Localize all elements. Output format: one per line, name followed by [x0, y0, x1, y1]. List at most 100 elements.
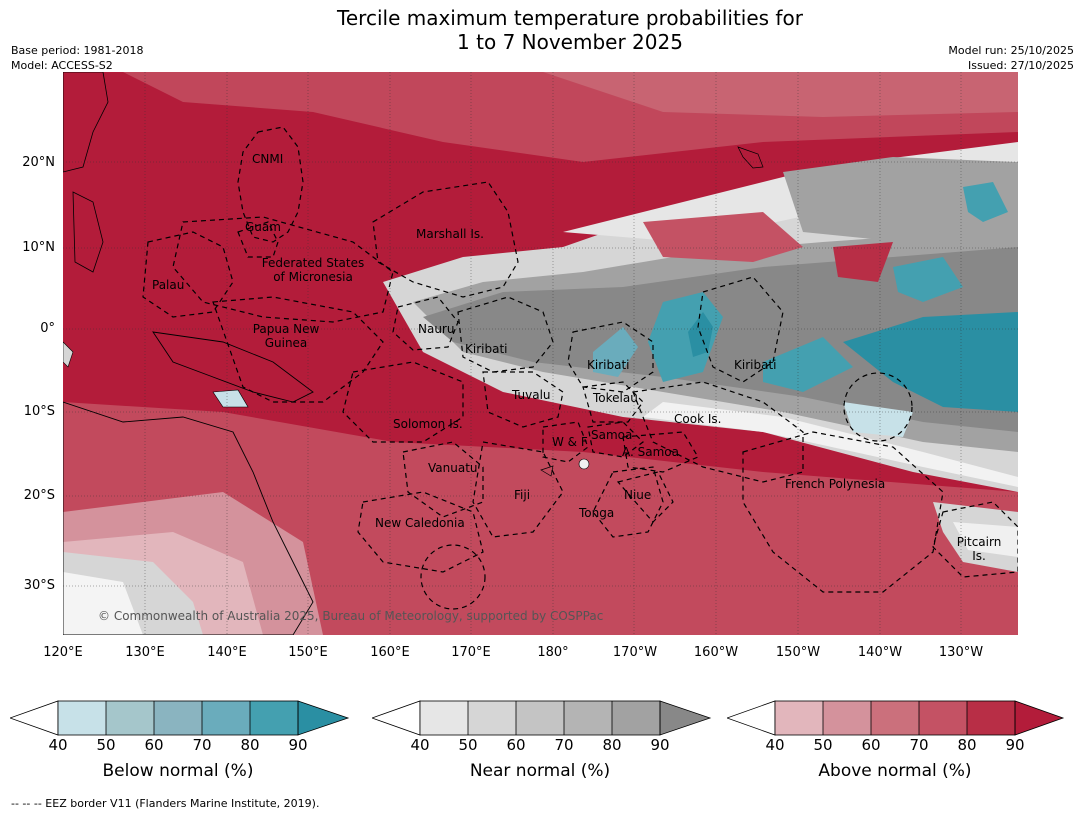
- label-marshall: Marshall Is.: [416, 227, 484, 241]
- label-fiji: Fiji: [514, 488, 531, 502]
- cbar-above-tick-50: 50: [813, 736, 833, 754]
- cbar-below-swatch-1: [106, 701, 154, 735]
- eez-kiribati-west: [457, 296, 554, 373]
- cbar-near-swatch-5: [660, 701, 710, 735]
- eez-asamoa: [622, 431, 699, 473]
- philippines-outline: [72, 191, 104, 273]
- png-blue-patch: [212, 389, 249, 408]
- model-name: Model: ACCESS-S2: [11, 59, 113, 72]
- near-normal-dark: [423, 247, 1018, 432]
- eez-niue: [616, 471, 674, 523]
- lat-label-10s: 10°S: [23, 404, 55, 419]
- lat-label-20s: 20°S: [23, 488, 55, 503]
- eez-vanuatu: [402, 441, 484, 518]
- meta-right: Model run: 25/10/2025 Issued: 27/10/2025: [948, 43, 1074, 73]
- meta-left: Base period: 1981-2018 Model: ACCESS-S2: [11, 43, 143, 73]
- label-kiribati-central: Kiribati: [587, 358, 630, 372]
- colorbar-above-label: Above normal (%): [818, 761, 972, 781]
- eez-nauru: [392, 296, 459, 351]
- white-boundary-strip: [643, 402, 1018, 487]
- cbar-near-tick-60: 60: [506, 736, 526, 754]
- cbar-below-tick-70: 70: [192, 736, 212, 754]
- label-samoa: Samoa: [591, 428, 633, 442]
- cbar-near-tick-80: 80: [602, 736, 622, 754]
- label-tokelau: Tokelau: [593, 391, 638, 405]
- cbar-near-tick-70: 70: [554, 736, 574, 754]
- lat-label-20n: 20°N: [22, 155, 55, 170]
- label-png: Papua New Guinea: [252, 322, 320, 350]
- cbar-below-tick-50: 50: [96, 736, 116, 754]
- borneo-patch: [63, 341, 74, 368]
- eez-samoa: [587, 421, 644, 458]
- lon-label-160e: 160°E: [370, 645, 410, 660]
- cbar-near-tick-40: 40: [410, 736, 430, 754]
- cbar-below-tick-90: 90: [288, 736, 308, 754]
- label-niue: Niue: [624, 488, 652, 502]
- lat-label-0: 0°: [40, 321, 55, 336]
- lat-label-10n: 10°N: [22, 240, 55, 255]
- chart-title: Tercile maximum temperature probabilitie…: [270, 6, 870, 54]
- hawaii-islands: [737, 146, 764, 169]
- australia-outline: [63, 401, 314, 635]
- label-kiribati-west: Kiribati: [465, 342, 508, 356]
- cbar-below-swatch-4: [250, 701, 298, 735]
- colorbar-below-svg: [10, 700, 350, 736]
- eez-cnmi: [237, 126, 304, 243]
- cbar-above-tick-80: 80: [957, 736, 977, 754]
- cbar-near-tick-90: 90: [650, 736, 670, 754]
- cbar-below-swatch-5: [298, 701, 348, 735]
- label-vanuatu: Vanuatu: [428, 461, 478, 475]
- eez-frenchpoly: [742, 431, 944, 593]
- base-period: Base period: 1981-2018: [11, 44, 144, 57]
- below-normal-patch-5: [893, 257, 963, 302]
- eez-borders: [142, 126, 1018, 610]
- below-normal-patch-2: [593, 327, 638, 377]
- below-normal-patch-3: [763, 337, 853, 392]
- lon-label-180: 180°: [537, 645, 569, 660]
- eez-cook: [632, 381, 804, 483]
- samoa-island: [578, 458, 590, 470]
- model-run: Model run: 25/10/2025: [948, 44, 1074, 57]
- cbar-near-swatch-2: [516, 701, 564, 735]
- lon-label-140w: 140°W: [857, 645, 903, 660]
- lon-label-140e: 140°E: [207, 645, 247, 660]
- label-fsm: Federated States of Micronesia: [261, 256, 365, 284]
- label-nauru: Nauru: [418, 322, 455, 336]
- cbar-near-swatch-4: [612, 701, 660, 735]
- lon-label-130w: 130°W: [938, 645, 984, 660]
- lat-label-30s: 30°S: [23, 578, 55, 593]
- near-normal-ne: [783, 157, 1018, 242]
- gridlines: [63, 72, 1018, 635]
- label-solomon: Solomon Is.: [393, 417, 463, 431]
- cbar-below-tick-40: 40: [48, 736, 68, 754]
- label-frenchpoly: French Polynesia: [785, 477, 886, 491]
- colorbar-near-svg: [372, 700, 712, 736]
- label-guam: Guam: [245, 220, 281, 234]
- label-wf: W & F: [552, 435, 588, 449]
- cbar-near-swatch-0: [420, 701, 468, 735]
- cbar-near-swatch-1: [468, 701, 516, 735]
- lon-label-150e: 150°E: [288, 645, 328, 660]
- cbar-above-swatch-1: [823, 701, 871, 735]
- cbar-below-tick-60: 60: [144, 736, 164, 754]
- label-palau: Palau: [152, 278, 185, 292]
- eez-marquesas: [843, 372, 913, 442]
- eez-pitcairn: [932, 501, 1018, 578]
- eez-footer-note: -- -- -- EEZ border V11 (Flanders Marine…: [11, 797, 320, 810]
- colorbar-near-label: Near normal (%): [469, 761, 611, 781]
- red-intrusion-2: [833, 242, 893, 282]
- lon-label-150w: 150°W: [775, 645, 821, 660]
- eez-marshall: [372, 181, 519, 298]
- eez-fiji: [472, 441, 564, 538]
- title-line-2: 1 to 7 November 2025: [457, 30, 683, 54]
- colorbar-below-label: Below normal (%): [102, 761, 254, 781]
- lon-label-120e: 120°E: [43, 645, 83, 660]
- cbar-near-tick-50: 50: [458, 736, 478, 754]
- eez-tokelau: [582, 381, 644, 423]
- upper-pink-patch: [543, 72, 1018, 117]
- lon-label-170w: 170°W: [612, 645, 658, 660]
- label-newcal: New Caledonia: [375, 516, 465, 530]
- label-cnmi: CNMI: [252, 152, 284, 166]
- map-panel[interactable]: CNMI Guam Marshall Is. Federated States …: [63, 72, 1018, 635]
- eez-kiribati-east: [697, 276, 784, 383]
